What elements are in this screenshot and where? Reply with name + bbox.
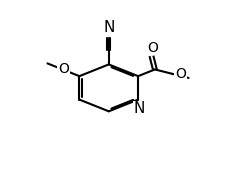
Text: O: O xyxy=(58,62,69,76)
Text: N: N xyxy=(103,20,115,35)
Text: O: O xyxy=(147,41,158,54)
Text: N: N xyxy=(134,101,145,116)
Text: O: O xyxy=(175,67,186,81)
